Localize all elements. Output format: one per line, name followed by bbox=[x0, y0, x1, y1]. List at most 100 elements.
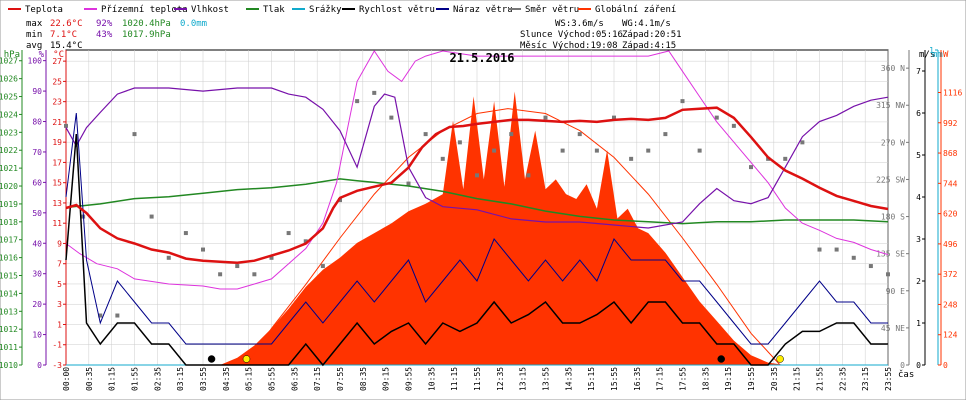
axis-tick-label-pct-7: 30 bbox=[32, 270, 42, 279]
axis-unit-w: W bbox=[943, 50, 949, 60]
x-tick-label-7: 04:35 bbox=[222, 367, 231, 391]
legend-label-3: Tlak bbox=[263, 5, 285, 15]
x-tick-label-25: 16:35 bbox=[633, 367, 642, 391]
axis-tick-label-degc-13: 1 bbox=[57, 320, 62, 329]
legend-label-0: Teplota bbox=[25, 5, 63, 15]
axis-tick-label-degc-1: 25 bbox=[52, 77, 62, 86]
axis-tick-label-hpa-16: 1011 bbox=[0, 343, 18, 352]
info-wg: WG:4.1m/s bbox=[622, 19, 671, 29]
info-sun: Slunce Východ:05:16 bbox=[520, 30, 623, 40]
axis-tick-label-dir-6: 90 E bbox=[886, 287, 905, 296]
axis-tick-label-dir-0: 360 N bbox=[881, 64, 905, 73]
wind-direction-point-48 bbox=[886, 272, 890, 277]
axis-unit-ms: m/s bbox=[919, 50, 935, 60]
wind-direction-point-44 bbox=[817, 247, 822, 252]
stat-max-press: 1020.4hPa bbox=[122, 19, 171, 29]
x-tick-label-1: 00:35 bbox=[85, 367, 94, 391]
axis-tick-label-degc-9: 9 bbox=[57, 239, 62, 248]
wind-direction-point-14 bbox=[303, 239, 308, 244]
x-tick-label-10: 06:35 bbox=[290, 367, 299, 391]
axis-tick-label-w-4: 620 bbox=[943, 210, 958, 219]
stat-min-temp: 7.1°C bbox=[50, 30, 77, 40]
wind-direction-point-24 bbox=[475, 173, 479, 178]
series-ground-temperature-line bbox=[65, 50, 889, 290]
wind-direction-point-31 bbox=[594, 148, 599, 153]
x-tick-label-19: 12:35 bbox=[496, 367, 505, 391]
x-tick-label-6: 03:55 bbox=[199, 367, 208, 391]
axis-tick-label-pct-1: 90 bbox=[32, 87, 42, 96]
wind-direction-point-32 bbox=[612, 115, 616, 120]
wind-direction-point-0 bbox=[64, 123, 68, 128]
legend-label-7: Směr větru bbox=[525, 5, 579, 15]
stat-max-hum: 92% bbox=[96, 19, 113, 29]
axis-tick-label-pct-8: 20 bbox=[32, 300, 42, 309]
wind-direction-point-47 bbox=[868, 264, 873, 269]
axis-tick-label-ms-4: 3 bbox=[916, 235, 921, 244]
info-panel: WS:3.6m/s WG:4.1m/s Slunce Východ:05:16 … bbox=[520, 19, 682, 51]
wind-direction-point-2 bbox=[98, 313, 103, 318]
clear-sky-radiation-line bbox=[246, 108, 781, 366]
axis-tick-label-hpa-11: 1016 bbox=[0, 254, 18, 263]
x-tick-label-2: 01:15 bbox=[108, 367, 117, 391]
legend-label-6: Náraz větru bbox=[453, 5, 513, 15]
wind-direction-point-20 bbox=[406, 181, 411, 186]
legend-label-8: Globální záření bbox=[595, 5, 676, 15]
marker-sunset bbox=[776, 355, 784, 363]
axis-tick-label-w-0: 1116 bbox=[943, 88, 962, 97]
axis-tick-label-pct-6: 40 bbox=[32, 239, 42, 248]
x-tick-label-22: 14:35 bbox=[564, 367, 573, 391]
axis-tick-label-pct-5: 50 bbox=[32, 209, 42, 218]
wind-direction-point-22 bbox=[440, 156, 445, 161]
x-tick-label-18: 11:55 bbox=[473, 367, 482, 391]
x-tick-label-13: 08:35 bbox=[359, 367, 368, 391]
axis-tick-label-dir-8: 0 bbox=[900, 361, 905, 370]
stat-max-label: max bbox=[26, 19, 43, 29]
wind-direction-point-33 bbox=[629, 156, 634, 161]
axis-tick-label-hpa-7: 1020 bbox=[0, 182, 18, 191]
axis-tick-label-w-2: 868 bbox=[943, 149, 958, 158]
x-tick-label-17: 11:15 bbox=[450, 367, 459, 391]
x-tick-label-8: 05:15 bbox=[245, 367, 254, 391]
x-tick-label-27: 17:55 bbox=[679, 367, 688, 391]
axis-tick-label-hpa-10: 1017 bbox=[0, 236, 18, 245]
wind-direction-point-46 bbox=[851, 255, 856, 260]
wind-direction-point-37 bbox=[697, 148, 702, 153]
wind-direction-point-5 bbox=[149, 214, 154, 219]
stat-avg-temp: 15.4°C bbox=[50, 41, 83, 51]
axis-tick-label-degc-6: 15 bbox=[52, 179, 62, 188]
axis-tick-label-dir-2: 270 W bbox=[881, 138, 905, 147]
legend-label-5: Rychlost větru bbox=[359, 5, 435, 15]
axis-tick-label-degc-14: -1 bbox=[52, 341, 62, 350]
axis-tick-label-hpa-9: 1018 bbox=[0, 218, 18, 227]
axis-tick-label-dir-1: 315 NW bbox=[876, 101, 905, 110]
stat-max-rain: 0.0mm bbox=[180, 19, 207, 29]
axis-tick-label-degc-8: 11 bbox=[52, 219, 62, 228]
axis-tick-label-pct-9: 10 bbox=[32, 331, 42, 340]
legend: Teplota Přízemní teplota Vlhkost Tlak Srážky… bbox=[8, 5, 676, 15]
x-tick-label-4: 02:35 bbox=[153, 367, 162, 391]
axis-tick-label-hpa-1: 1026 bbox=[0, 75, 18, 84]
wind-direction-point-23 bbox=[457, 140, 462, 145]
axis-unit-pct: % bbox=[39, 50, 45, 60]
legend-label-1: Přízemní teplota bbox=[101, 5, 188, 15]
wind-direction-point-19 bbox=[389, 115, 394, 120]
info-ws: WS:3.6m/s bbox=[555, 19, 604, 29]
wind-direction-point-35 bbox=[663, 132, 668, 137]
series-wind-gust-line bbox=[65, 112, 888, 345]
x-tick-label-3: 01:55 bbox=[131, 367, 140, 391]
wind-direction-point-7 bbox=[183, 231, 188, 236]
chart-title: 21.5.2016 bbox=[449, 51, 514, 65]
x-tick-label-28: 18:35 bbox=[701, 367, 710, 391]
wind-direction-point-42 bbox=[783, 156, 788, 161]
x-tick-label-33: 21:55 bbox=[816, 367, 825, 391]
stat-avg-label: avg bbox=[26, 41, 42, 51]
axis-tick-label-dir-5: 135 SE bbox=[876, 250, 905, 259]
wind-direction-point-27 bbox=[526, 173, 531, 178]
axis-tick-label-dir-4: 180 S bbox=[881, 213, 905, 222]
x-tick-label-9: 05:55 bbox=[268, 367, 277, 391]
wind-direction-point-30 bbox=[577, 132, 582, 137]
series-temperature-line bbox=[65, 106, 889, 264]
axis-tick-label-pct-2: 80 bbox=[32, 118, 42, 127]
axis-tick-label-pct-3: 70 bbox=[32, 148, 42, 157]
